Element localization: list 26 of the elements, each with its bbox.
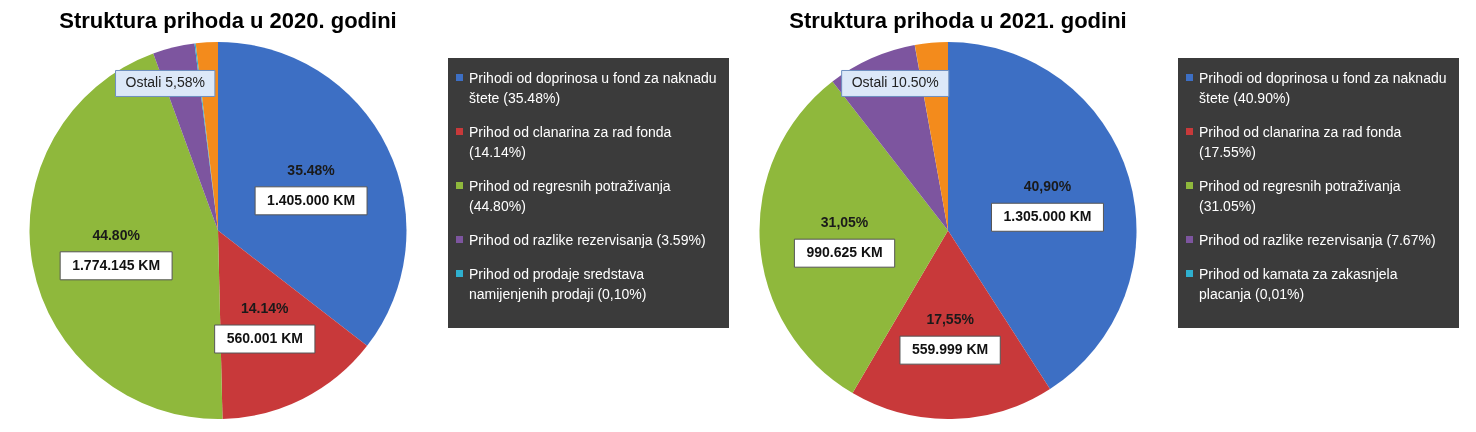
text: 1.405.000 KM xyxy=(267,191,356,208)
text: 559.999 KM xyxy=(911,341,989,358)
data-label: 44.80% xyxy=(92,226,141,243)
data-label: 40,90% xyxy=(1023,178,1072,195)
legend-label: Prihod od prodaje sredstava namijenjenih prodaji (0,10%) xyxy=(469,265,648,304)
chart-title: Struktura prihoda u 2020. godini xyxy=(58,8,398,35)
legend-label: Prihod od regresnih potraživanja (44.80%) xyxy=(469,177,672,216)
legend-label: Prihod od clanarina za rad fonda (14.14%) xyxy=(469,123,673,162)
text: Ostali 5,58% xyxy=(125,74,205,91)
legend-label: Prihod od regresnih potraživanja (31.05%) xyxy=(1199,177,1402,216)
data-label: 31,05% xyxy=(820,214,869,231)
legend-label: Prihod od kamata za zakasnjela placanja (0,01%) xyxy=(1199,265,1399,304)
chart-title: Struktura prihoda u 2021. godini xyxy=(788,8,1128,35)
legend-label: Prihod od clanarina za rad fonda (17.55%) xyxy=(1199,123,1403,162)
legend-label: Prihodi od doprinosa u fond za naknadu štete (35.48%) xyxy=(469,69,718,108)
legend-label: Prihod od razlike rezervisanja (7.67%) xyxy=(1199,231,1436,250)
text: 1.774.145 KM xyxy=(72,256,161,273)
text: 990.625 KM xyxy=(806,244,883,261)
legend-label: Prihod od razlike rezervisanja (3.59%) xyxy=(469,231,706,250)
data-label: 14.14% xyxy=(241,299,290,316)
text: 560.001 KM xyxy=(226,329,303,346)
data-label: 17,55% xyxy=(926,311,975,328)
legend-label: Prihodi od doprinosa u fond za naknadu štete (40.90%) xyxy=(1199,69,1448,108)
data-label: 35.48% xyxy=(287,161,336,178)
text: Ostali 10.50% xyxy=(851,74,939,91)
text: 1.305.000 KM xyxy=(1003,208,1092,225)
